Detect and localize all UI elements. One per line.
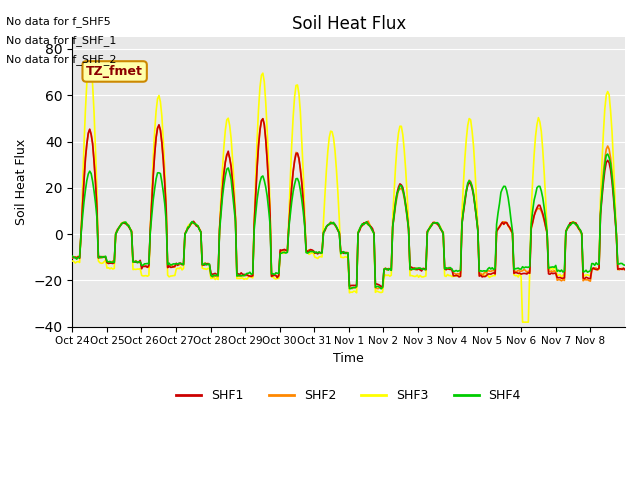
Y-axis label: Soil Heat Flux: Soil Heat Flux bbox=[15, 139, 28, 225]
Title: Soil Heat Flux: Soil Heat Flux bbox=[292, 15, 406, 33]
Text: TZ_fmet: TZ_fmet bbox=[86, 65, 143, 78]
Text: No data for f_SHF_1: No data for f_SHF_1 bbox=[6, 35, 116, 46]
Text: No data for f_SHF5: No data for f_SHF5 bbox=[6, 16, 111, 27]
Text: No data for f_SHF_2: No data for f_SHF_2 bbox=[6, 54, 117, 65]
Legend: SHF1, SHF2, SHF3, SHF4: SHF1, SHF2, SHF3, SHF4 bbox=[172, 384, 526, 408]
X-axis label: Time: Time bbox=[333, 352, 364, 365]
